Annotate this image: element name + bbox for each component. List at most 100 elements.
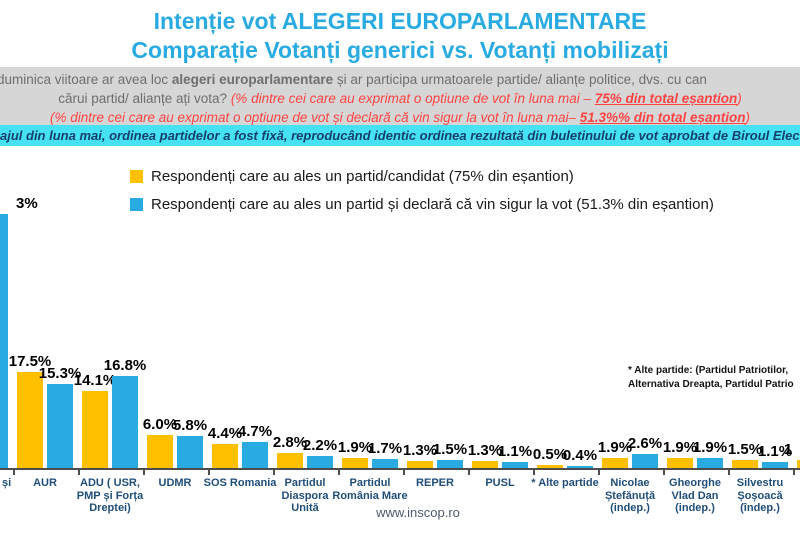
bar-value-label: 1.9% <box>692 439 728 456</box>
footnote-line-2: Alternativa Dreapta, Partidul Patrio <box>628 378 794 390</box>
bar-mobilized-6 <box>372 459 398 468</box>
x-axis-tick <box>142 468 145 475</box>
bar-value-label: 0.5% <box>532 446 568 463</box>
x-axis-label-0: și <box>2 477 12 489</box>
legend-item-mobilized: Respondenți care au ales un partid și de… <box>130 190 714 218</box>
question-text: și ar participa urmatoarele partide/ ali… <box>333 72 707 87</box>
bar-value-label: 16.8% <box>103 357 147 374</box>
bar-generic-2 <box>82 391 108 468</box>
x-axis-label-3: UDMR <box>158 477 192 489</box>
x-axis-tick <box>337 468 340 475</box>
bar-value-label: 1.5% <box>432 441 468 458</box>
bar-mobilized-2 <box>112 376 138 468</box>
question-text: duminica viitoare ar avea loc <box>0 72 172 87</box>
bar-mobilized-7 <box>437 460 463 468</box>
bar-mobilized-3 <box>177 436 203 468</box>
question-text: cărui partid/ alianțe ați vota? <box>58 91 231 106</box>
page-title: Intenție vot ALEGERI EUROPARLAMENTARE Co… <box>0 7 800 65</box>
question-text-bold: alegeri europarlamentare <box>171 72 334 87</box>
x-axis-tick <box>402 468 405 475</box>
x-axis-line <box>0 468 800 470</box>
bar-value-label: 4.4% <box>207 425 243 442</box>
question-line-1: duminica viitoare ar avea loc alegeri eu… <box>0 67 800 89</box>
bar-value-label: 1.1% <box>757 443 793 460</box>
bar-value-label: 5.8% <box>172 417 208 434</box>
x-axis-tick <box>272 468 275 475</box>
bar-generic-12 <box>732 460 758 468</box>
bar-value-label: 17.5% <box>8 353 52 370</box>
x-axis-tick <box>77 468 80 475</box>
question-line-2: cărui partid/ alianțe ați vota? (% dintr… <box>0 89 800 108</box>
title-line-1: Intenție vot ALEGERI EUROPARLAMENTARE <box>153 8 647 34</box>
x-axis-label-11: Gheorghe Vlad Dan (indep.) <box>669 477 721 514</box>
bar-mobilized-11 <box>697 458 723 468</box>
bar-value-label: 1.9% <box>662 439 698 456</box>
bar-value-label: 2.2% <box>302 437 338 454</box>
bar-value-label: 1.3% <box>402 442 438 459</box>
bar-value-label: 2.8% <box>272 434 308 451</box>
bar-generic-4 <box>212 444 238 468</box>
bar-mobilized-1 <box>47 384 73 468</box>
question-line-3: (% dintre cei care au exprimat o optiune… <box>0 108 800 127</box>
methodology-text: ajul din luna mai, ordinea partidelor a … <box>0 128 800 143</box>
legend-label: Respondenți care au ales un partid/candi… <box>151 167 574 185</box>
legend-swatch-yellow <box>130 169 143 183</box>
x-axis-label-1: AUR <box>33 477 57 489</box>
x-axis-label-5: Partidul Diaspora Unită <box>281 477 329 514</box>
bar-value-label: 1 <box>784 441 793 458</box>
note-red-highlight: 75% din total eșantion <box>594 91 738 106</box>
legend-item-generic: Respondenți care au ales un partid/candi… <box>130 162 714 190</box>
x-axis-label-4: SOS Romania <box>203 477 277 489</box>
website-url: www.inscop.ro <box>376 505 460 520</box>
bar-value-label: 15.3% <box>38 365 82 382</box>
bar-generic-1 <box>17 372 43 468</box>
bar-mobilized-5 <box>307 456 333 468</box>
bar-value-label: 1.7% <box>367 440 403 457</box>
x-axis-tick <box>532 468 535 475</box>
x-axis-label-8: PUSL <box>485 477 515 489</box>
x-axis-tick <box>662 468 665 475</box>
note-red-text: ) <box>745 110 751 125</box>
x-axis-label-10: Nicolae Ștefănuță (indep.) <box>604 477 656 514</box>
x-axis-tick <box>12 468 15 475</box>
bar-value-label: 1.9% <box>597 439 633 456</box>
bar-mobilized-10 <box>632 454 658 468</box>
bar-mobilized-9 <box>567 466 593 468</box>
question-band: duminica viitoare ar avea loc alegeri eu… <box>0 67 800 125</box>
bar-value-label: 3% <box>16 195 38 212</box>
footnote: * Alte partide: (Partidul Patriotilor, A… <box>628 364 794 391</box>
bar-value-label: 1.9% <box>337 439 373 456</box>
bar-value-label: 1.3% <box>467 442 503 459</box>
x-axis-tick <box>727 468 730 475</box>
bar-generic-9 <box>537 465 563 468</box>
note-red-text: (% dintre cei care au exprimat o optiune… <box>49 110 580 125</box>
methodology-band: ajul din luna mai, ordinea partidelor a … <box>0 125 800 146</box>
bar-mobilized-8 <box>502 462 528 468</box>
legend-swatch-blue <box>130 197 143 211</box>
bar-generic-8 <box>472 461 498 468</box>
bar-mobilized-0 <box>0 214 8 468</box>
note-red-text: ) <box>737 91 742 106</box>
bar-generic-11 <box>667 458 693 468</box>
bar-value-label: 2.6% <box>627 435 663 452</box>
bar-generic-13 <box>797 460 800 468</box>
x-axis-label-9: * Alte partide <box>531 477 599 489</box>
x-axis-label-12: Silvestru Șoșoacă (îndep.) <box>736 477 784 514</box>
note-red-highlight: 51.3%% din total eșantion <box>579 110 746 125</box>
note-red-text: (% dintre cei care au exprimat o optiune… <box>230 91 595 106</box>
bar-mobilized-4 <box>242 442 268 468</box>
legend-label: Respondenți care au ales un partid și de… <box>151 195 714 213</box>
bar-value-label: 1.5% <box>727 441 763 458</box>
x-axis-tick <box>597 468 600 475</box>
title-line-2: Comparație Votanți generici vs. Votanți … <box>131 37 669 63</box>
bar-value-label: 4.7% <box>237 423 273 440</box>
bar-value-label: 0.4% <box>562 447 598 464</box>
bar-generic-7 <box>407 461 433 468</box>
x-axis-tick <box>207 468 210 475</box>
bar-value-label: 6.0% <box>142 416 178 433</box>
bar-generic-3 <box>147 435 173 468</box>
bar-value-label: 14.1% <box>73 372 117 389</box>
x-axis-label-6: Partidul România Mare <box>332 477 408 502</box>
x-axis-tick <box>792 468 795 475</box>
